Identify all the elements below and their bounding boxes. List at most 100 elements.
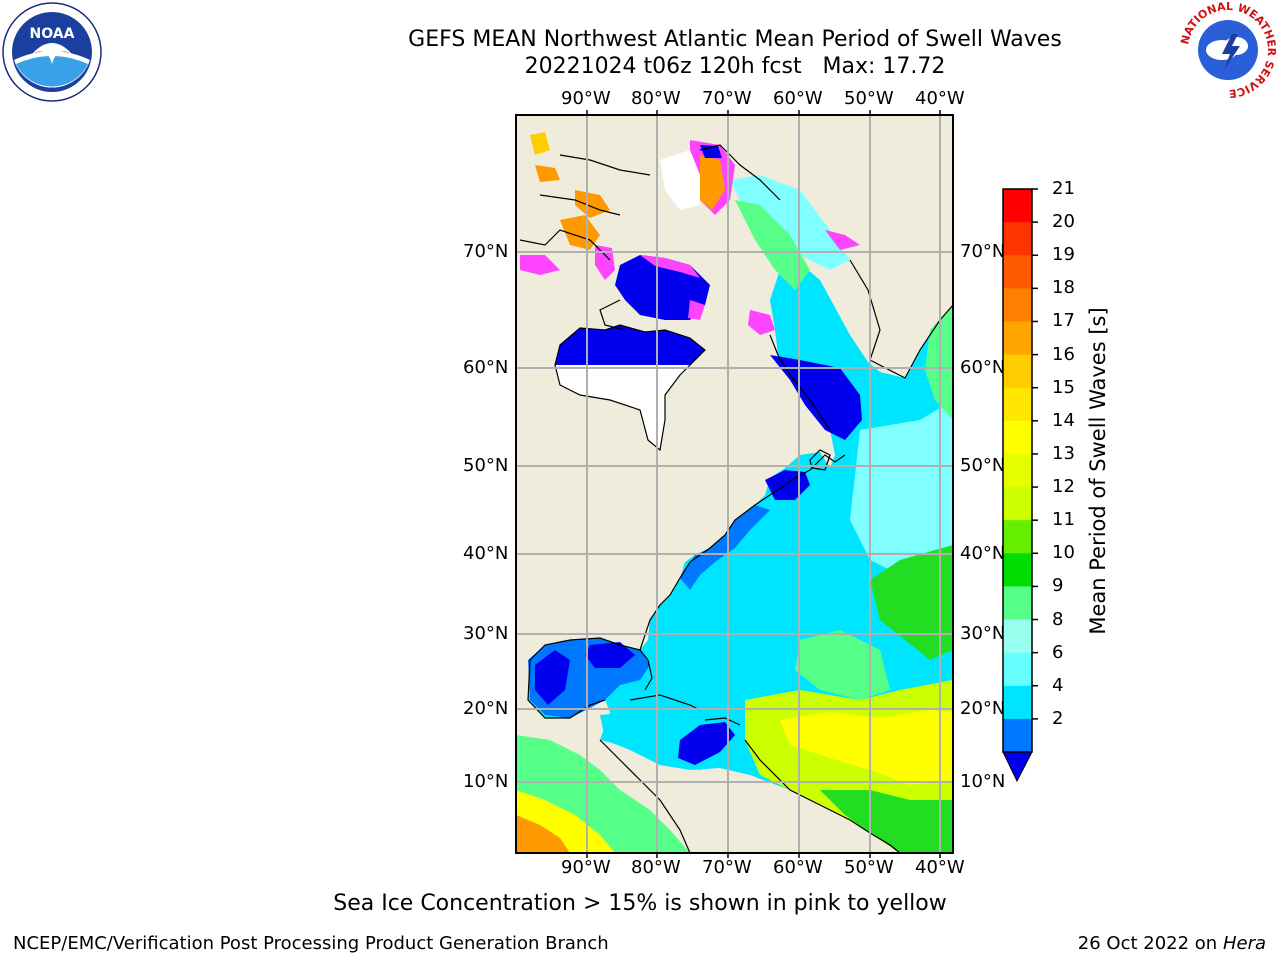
colorbar-tick-label: 15 [1052, 376, 1075, 398]
colorbar-tick-label: 17 [1052, 310, 1075, 332]
chart-title: GEFS MEAN Northwest Atlantic Mean Period… [408, 27, 1062, 52]
colorbar-segment [1003, 520, 1032, 554]
colorbar-tick-label: 16 [1052, 343, 1075, 365]
colorbar-tick-label: 8 [1052, 608, 1064, 630]
colorbar-segment [1003, 685, 1032, 720]
lat-label-left-30n: 30°N [463, 623, 509, 644]
colorbar-tick-label: 13 [1052, 442, 1075, 464]
lon-label-bottom-40w: 40°W [915, 857, 965, 878]
colorbar-tick-label: 10 [1052, 542, 1075, 564]
coast-south-america [744, 739, 901, 853]
colorbar-frame [1002, 188, 1033, 753]
lon-label-bottom-60w: 60°W [773, 857, 823, 878]
baffin-ice-orange [700, 155, 725, 210]
arctic-ice-2 [520, 255, 560, 275]
colorbar-ticks [1032, 188, 1038, 720]
lon-label-bottom-70w: 70°W [702, 857, 752, 878]
coast-hudson [554, 324, 706, 452]
nws-logo: NATIONAL WEATHER SERVICE [1178, 0, 1278, 100]
colorbar-segment [1003, 255, 1032, 289]
lon-label-top-40w: 40°W [915, 88, 965, 109]
colorbar-segment [1003, 189, 1032, 223]
map-frame [515, 114, 954, 854]
colorbar-segment [1003, 354, 1032, 389]
coast-hispaniola [704, 717, 741, 726]
map-ticks [586, 110, 941, 858]
lon-label-bottom-80w: 80°W [631, 857, 681, 878]
lon-label-top-60w: 60°W [773, 88, 823, 109]
arctic-ice-8 [825, 230, 860, 250]
footer-date: 26 Oct 2022 on Hera [1078, 933, 1266, 954]
coast-arctic-4 [599, 299, 626, 331]
lat-label-left-20n: 20°N [463, 698, 509, 719]
yellow-core [780, 710, 953, 785]
arctic-ice-5 [530, 132, 550, 155]
arctic-ice-4 [575, 190, 610, 218]
colorbar-segment [1003, 718, 1032, 753]
footer-date-text: 26 Oct 2022 on [1077, 933, 1223, 954]
footer-org: NCEP/EMC/Verification Post Processing Pr… [13, 933, 609, 954]
colorbar-segment [1003, 619, 1032, 654]
colorbar-tick-label: 19 [1052, 244, 1075, 266]
east-coast-band [680, 505, 770, 590]
arctic-ice-7 [748, 310, 775, 335]
lat-label-right-20n: 20°N [960, 698, 1006, 719]
colorbar-segment [1003, 553, 1032, 587]
lat-label-right-70n: 70°N [960, 241, 1006, 262]
colorbar-segment [1003, 586, 1032, 621]
gulf-deep [585, 642, 635, 668]
coastlines [519, 144, 953, 853]
lon-label-bottom-90w: 90°W [561, 857, 611, 878]
colorbar-tick-label: 2 [1052, 707, 1064, 729]
colorbar-segment [1003, 321, 1032, 356]
lon-label-top-70w: 70°W [702, 88, 752, 109]
caribbean-deep [678, 722, 735, 765]
coast-florida [639, 649, 653, 691]
colorbar-segment [1003, 487, 1032, 521]
lat-label-right-30n: 30°N [960, 623, 1006, 644]
colorbar-tick-label: 18 [1052, 277, 1075, 299]
coast-canada-maritimes [784, 454, 846, 486]
lat-label-left-40n: 40°N [463, 543, 509, 564]
colorbar-segments [1003, 189, 1032, 753]
coast-cuba [629, 694, 701, 711]
colorbar-tick-label: 20 [1052, 211, 1075, 233]
arctic-ice-9 [688, 300, 705, 320]
coast-baffin [699, 144, 781, 201]
lat-label-right-10n: 10°N [960, 771, 1006, 792]
hudson-bay [555, 325, 705, 365]
green-south [820, 790, 953, 853]
sea-ice-note: Sea Ice Concentration > 15% is shown in … [333, 891, 947, 916]
lat-label-left-60n: 60°N [463, 357, 509, 378]
coast-arctic-1 [559, 154, 651, 176]
gridlines [516, 115, 953, 853]
labrador-sea [770, 355, 862, 440]
colorbar-tick-label: 12 [1052, 476, 1075, 498]
colorbar-segment [1003, 222, 1032, 256]
colorbar-tick-label: 14 [1052, 409, 1075, 431]
green-east [870, 545, 953, 660]
coast-arctic-3 [519, 229, 611, 261]
colorbar-extend-triangle [1002, 751, 1033, 783]
pacific-orange [516, 815, 570, 853]
arctic-ice-6 [535, 165, 560, 182]
coast-labrador [769, 334, 831, 431]
colorbar-label: Mean Period of Swell Waves [s] [1086, 307, 1110, 635]
colorbar-tick-label: 9 [1052, 575, 1064, 597]
gulf-west [535, 650, 570, 705]
lon-label-top-90w: 90°W [561, 88, 611, 109]
noaa-logo-text: NOAA [30, 26, 75, 42]
lon-label-top-50w: 50°W [844, 88, 894, 109]
midatlantic-light [850, 400, 953, 575]
lat-label-left-50n: 50°N [463, 455, 509, 476]
colorbar-tick-label: 4 [1052, 674, 1064, 696]
colorbar-tick-label: 6 [1052, 641, 1064, 663]
ocean-layer [516, 132, 953, 853]
lat-label-left-70n: 70°N [463, 241, 509, 262]
arctic-ice-1 [560, 215, 600, 250]
chart-subtitle: 20221024 t06z 120h fcst Max: 17.72 [524, 54, 946, 79]
coast-central-america [599, 739, 691, 853]
lon-label-top-80w: 80°W [631, 88, 681, 109]
lat-label-right-50n: 50°N [960, 455, 1006, 476]
